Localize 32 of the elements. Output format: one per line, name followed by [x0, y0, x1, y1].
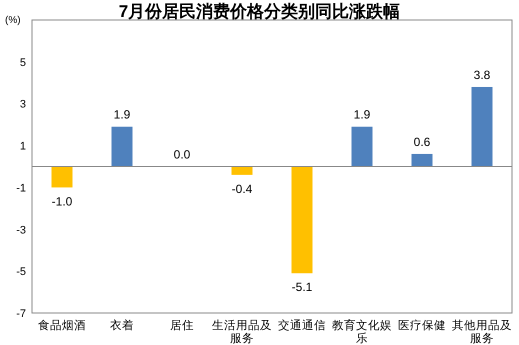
y-tick-label: -3	[16, 224, 26, 236]
data-label: 0.6	[414, 134, 431, 149]
bar	[412, 154, 432, 166]
x-tick-label: 交通通信	[278, 318, 326, 332]
y-tick-label: -7	[16, 308, 26, 320]
data-label: 3.8	[474, 68, 491, 82]
chart-title: 7月份居民消费价格分类别同比涨跌幅	[118, 2, 400, 21]
x-tick-label: 生活用品及服务	[212, 319, 272, 345]
data-label: 1.9	[114, 108, 131, 122]
bar	[352, 126, 372, 166]
x-tick-label: 居住	[170, 319, 194, 332]
x-tick-label: 食品烟酒	[38, 319, 86, 332]
y-tick-label: -1	[16, 182, 26, 194]
x-tick-label: 教育文化娱乐	[332, 318, 392, 345]
y-axis-title: (%)	[5, 15, 21, 26]
bar	[472, 86, 492, 166]
bar	[232, 166, 252, 175]
bar	[52, 166, 72, 188]
y-tick-label: 1	[20, 140, 26, 153]
data-label: -0.4	[232, 182, 253, 196]
x-tick-label: 医疗保健	[398, 319, 446, 332]
y-tick-label: 5	[20, 56, 26, 69]
x-tick-label: 衣着	[110, 318, 134, 332]
data-label: -5.1	[292, 280, 313, 294]
y-tick-label: 3	[20, 98, 26, 111]
y-tick-label: -5	[16, 266, 26, 278]
bar	[112, 126, 132, 166]
data-label: 0.0	[174, 148, 191, 162]
bar	[292, 166, 312, 274]
data-label: -1.0	[52, 194, 73, 208]
x-tick-label: 其他用品及服务	[452, 319, 512, 345]
data-label: 1.9	[354, 108, 371, 122]
